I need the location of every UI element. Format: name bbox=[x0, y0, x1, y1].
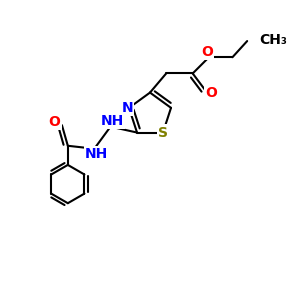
Text: O: O bbox=[205, 85, 217, 100]
Text: CH₃: CH₃ bbox=[260, 33, 287, 46]
Text: N: N bbox=[122, 101, 133, 115]
Text: O: O bbox=[49, 115, 61, 129]
Text: O: O bbox=[202, 45, 213, 59]
Text: NH: NH bbox=[100, 114, 124, 128]
Text: S: S bbox=[158, 125, 168, 140]
Text: NH: NH bbox=[85, 147, 108, 161]
